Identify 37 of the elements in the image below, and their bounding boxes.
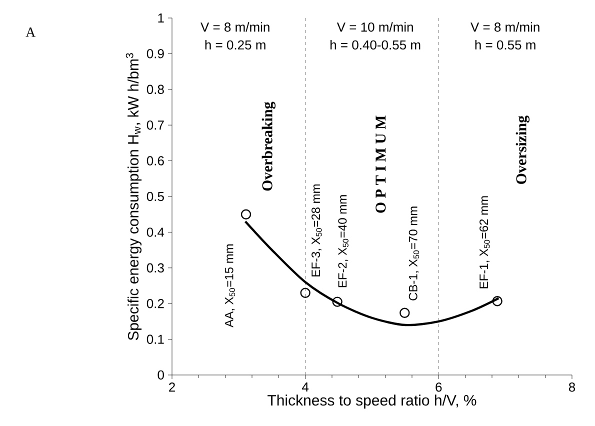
y-tick-label: 0.9: [146, 49, 164, 58]
text: A: [26, 28, 36, 37]
annotation: AA, X$_{50}$=15 mm: [224, 244, 236, 328]
annotation: CB-1, X$_{50}$=70 mm: [408, 206, 420, 300]
x-axis-title: Thickness to speed ratio h/V, %: [268, 394, 476, 409]
annotation: EF-3, X$_{50}$=28 mm: [312, 184, 322, 276]
annotation: V = 8 m/min: [470, 22, 540, 32]
annotation: h = 0.25 m: [205, 40, 266, 50]
annotation: Oversizing: [516, 116, 530, 184]
annotation: EF-1, X$_{50}$=62 mm: [480, 196, 490, 288]
x-tick-label: 8: [568, 382, 576, 392]
annotation: Overbreaking: [262, 102, 276, 191]
point: [492, 296, 502, 306]
x-tick-label: 2: [169, 382, 175, 392]
point: [240, 209, 252, 220]
y-tick-label: 0.5: [146, 192, 164, 202]
point: [400, 308, 410, 318]
y-tick-label: 0.8: [146, 84, 164, 94]
annotation: V = 10 m/min: [336, 22, 413, 32]
annotation: h = 0.40-0.55 m: [330, 40, 420, 50]
annotation: EF-2, X$_{50}$=40 mm: [338, 195, 348, 288]
annotation: O P T I M U M: [376, 116, 386, 213]
y-tick-label: 0.7: [146, 120, 164, 130]
y-tick-label: 0.2: [146, 298, 164, 308]
y-tick-label: 0.3: [146, 263, 164, 272]
y-tick-label: 0.4: [146, 228, 164, 237]
x-tick-label: 4: [302, 382, 309, 392]
annotation: h = 0.55 m: [475, 40, 536, 50]
x-tick-label: 6: [436, 382, 442, 392]
point: [332, 296, 342, 307]
y-tick-label: 0.1: [146, 334, 164, 344]
y-tick-label: 1: [158, 14, 164, 22]
y-axis-title: Specific energy consumption H$_{w}$, kW h/bm$^{3}$: [126, 53, 142, 340]
y-tick-label: 0: [158, 370, 164, 380]
annotation: V = 8 m/min: [200, 22, 270, 32]
y-tick-label: 0.6: [146, 156, 164, 166]
point: [300, 288, 310, 298]
